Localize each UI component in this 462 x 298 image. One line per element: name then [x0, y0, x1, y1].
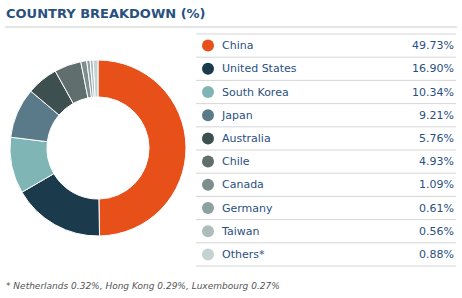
- legend-swatch: [202, 202, 214, 214]
- legend: China 49.73% United States 16.90% South Kore…: [196, 34, 456, 266]
- legend-swatch: [202, 63, 214, 75]
- value-label: 16.90%: [412, 62, 454, 75]
- legend-label: Canada: [222, 178, 264, 191]
- value-label: 0.88%: [419, 248, 454, 261]
- row-divider: [196, 242, 456, 243]
- row-divider: [196, 266, 456, 267]
- legend-label: Taiwan: [221, 225, 259, 238]
- slice: [98, 60, 186, 236]
- chart: COUNTRY BREAKDOWN (%) China 49.73% United S…: [0, 0, 462, 298]
- value-label: 10.34%: [412, 86, 454, 99]
- row-divider: [196, 196, 456, 197]
- row-divider: [196, 150, 456, 151]
- legend-swatch: [202, 132, 214, 144]
- legend-label: South Korea: [222, 86, 289, 99]
- title: COUNTRY BREAKDOWN (%): [6, 6, 206, 21]
- legend-swatch: [202, 248, 214, 260]
- legend-swatch: [202, 156, 214, 168]
- legend-label: Japan: [221, 109, 253, 122]
- row-divider: [196, 126, 456, 127]
- row-divider: [196, 103, 456, 104]
- legend-label: Australia: [222, 132, 271, 145]
- legend-swatch: [202, 40, 214, 52]
- value-label: 0.61%: [419, 202, 454, 215]
- slice: [93, 60, 98, 97]
- value-label: 49.73%: [412, 39, 454, 52]
- value-label: 9.21%: [419, 109, 454, 122]
- row-divider: [196, 219, 456, 220]
- legend-swatch: [202, 86, 214, 98]
- footnote: * Netherlands 0.32%, Hong Kong 0.29%, Lu…: [6, 281, 280, 291]
- row-divider: [196, 80, 456, 81]
- row-divider: [196, 173, 456, 174]
- slice: [10, 137, 54, 192]
- value-label: 0.56%: [419, 225, 454, 238]
- row-divider: [196, 34, 456, 35]
- legend-swatch: [202, 225, 214, 237]
- legend-label: United States: [222, 62, 297, 75]
- title-rule: [5, 27, 457, 28]
- value-label: 5.76%: [419, 132, 454, 145]
- legend-label: China: [222, 39, 253, 52]
- row-divider: [196, 57, 456, 58]
- slices: [10, 60, 186, 236]
- legend-swatch: [202, 109, 214, 121]
- legend-swatch: [202, 179, 214, 191]
- legend-label: Germany: [222, 202, 273, 215]
- legend-label: Others*: [222, 248, 265, 261]
- legend-label: Chile: [222, 155, 250, 168]
- value-label: 1.09%: [419, 178, 454, 191]
- value-label: 4.93%: [419, 155, 454, 168]
